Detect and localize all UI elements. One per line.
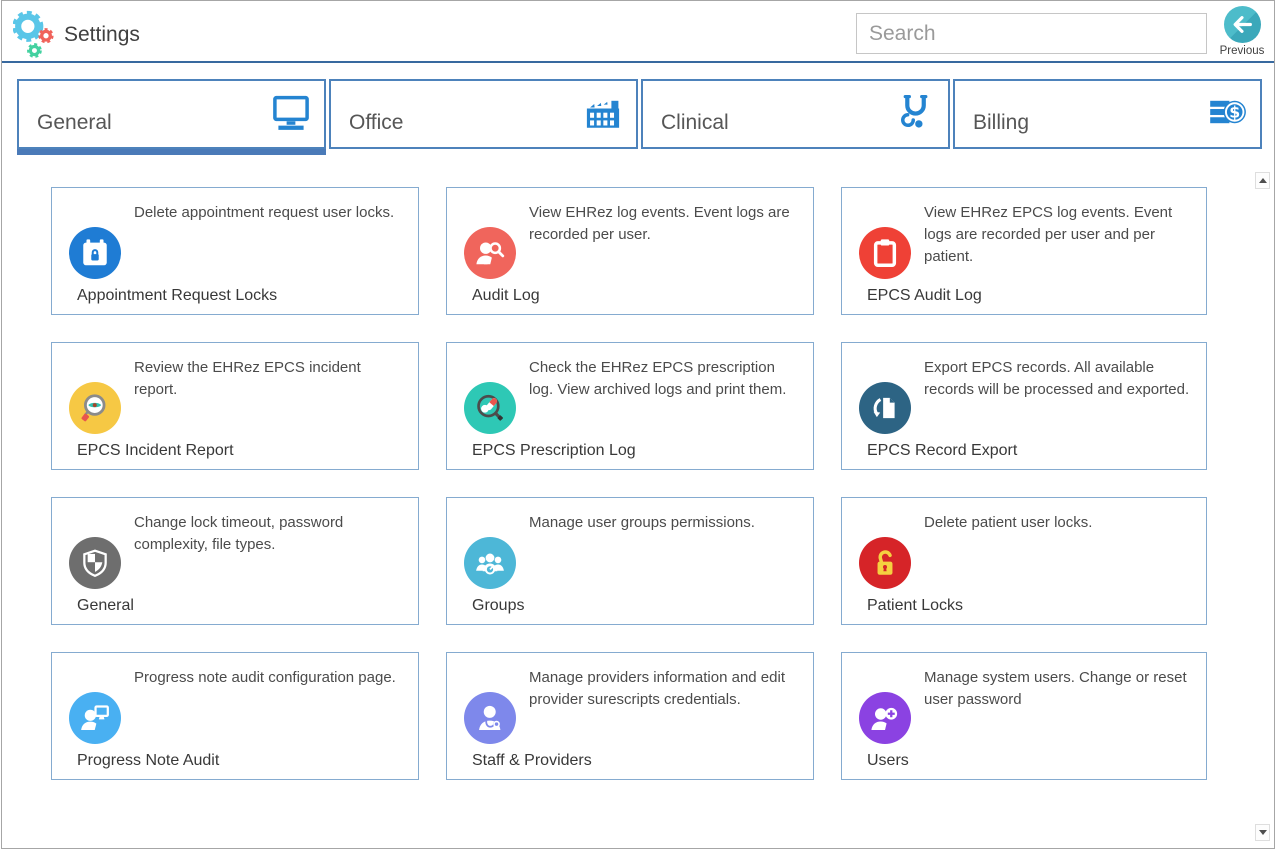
card-title: EPCS Prescription Log — [472, 442, 636, 459]
settings-card-staff-providers[interactable]: Manage providers information and edit pr… — [446, 652, 814, 780]
card-description: View EHRez EPCS log events. Event logs a… — [924, 204, 1173, 265]
settings-card-epcs-prescription-log[interactable]: Check the EHRez EPCS prescription log. V… — [446, 342, 814, 470]
user-group-icon — [464, 537, 516, 589]
magnifier-pills-icon — [464, 382, 516, 434]
settings-card-appointment-request-locks[interactable]: Delete appointment request user locks. A… — [51, 187, 419, 315]
card-description: View EHRez log events. Event logs are re… — [529, 204, 790, 243]
settings-card-area: Delete appointment request user locks. A… — [2, 159, 1274, 848]
billing-icon: $ — [1206, 91, 1248, 133]
settings-card-patient-locks[interactable]: Delete patient user locks. Patient Locks — [841, 497, 1207, 625]
vertical-scrollbar[interactable] — [1254, 166, 1271, 847]
previous-label: Previous — [1219, 45, 1265, 57]
tab-billing[interactable]: Billing $ — [953, 79, 1262, 149]
search-input[interactable] — [856, 13, 1207, 54]
header: Settings Previous — [2, 1, 1274, 63]
card-title: Patient Locks — [867, 597, 964, 614]
tab-label: Billing — [973, 111, 1030, 134]
gears-logo-icon — [12, 6, 57, 60]
doctor-icon — [464, 692, 516, 744]
settings-card-groups[interactable]: Manage user groups permissions. Groups — [446, 497, 814, 625]
card-title: General — [77, 597, 134, 614]
settings-card-epcs-incident-report[interactable]: Review the EHRez EPCS incident report. E… — [51, 342, 419, 470]
settings-card-epcs-audit-log[interactable]: View EHRez EPCS log events. Event logs a… — [841, 187, 1207, 315]
card-title: Staff & Providers — [472, 752, 592, 769]
card-description: Delete appointment request user locks. — [134, 204, 395, 221]
card-description: Review the EHRez EPCS incident report. — [134, 359, 361, 398]
tab-clinical[interactable]: Clinical — [641, 79, 950, 149]
user-add-icon — [859, 692, 911, 744]
card-description: Progress note audit configuration page. — [134, 669, 396, 686]
card-title: EPCS Audit Log — [867, 287, 982, 304]
arrow-left-icon — [1223, 6, 1261, 43]
magnifier-eye-icon — [69, 382, 121, 434]
card-title: EPCS Incident Report — [77, 442, 234, 459]
tab-bar: General Office Clinical Billing $ — [17, 79, 1262, 155]
settings-card-grid: Delete appointment request user locks. A… — [51, 187, 1207, 780]
card-title: Audit Log — [472, 287, 540, 304]
tab-office[interactable]: Office — [329, 79, 638, 149]
svg-text:$: $ — [1229, 103, 1240, 122]
document-export-icon — [859, 382, 911, 434]
card-description: Change lock timeout, password complexity… — [134, 514, 344, 553]
calendar-lock-icon — [69, 227, 121, 279]
card-description: Export EPCS records. All available recor… — [924, 359, 1190, 398]
card-title: EPCS Record Export — [867, 442, 1018, 459]
scroll-up-icon[interactable] — [1255, 172, 1270, 189]
user-monitor-icon — [69, 692, 121, 744]
shield-icon — [69, 537, 121, 589]
factory-icon — [582, 91, 624, 133]
settings-card-epcs-record-export[interactable]: Export EPCS records. All available recor… — [841, 342, 1207, 470]
card-title: Groups — [472, 597, 525, 614]
card-description: Manage providers information and edit pr… — [529, 669, 785, 708]
card-description: Check the EHRez EPCS prescription log. V… — [529, 359, 787, 398]
stethoscope-icon — [894, 91, 936, 133]
card-title: Appointment Request Locks — [77, 287, 278, 304]
card-description: Delete patient user locks. — [924, 514, 1093, 531]
settings-card-progress-note-audit[interactable]: Progress note audit configuration page. … — [51, 652, 419, 780]
monitor-icon — [270, 91, 312, 133]
card-description: Manage user groups permissions. — [529, 514, 755, 531]
tab-label: Clinical — [661, 111, 729, 134]
page-title: Settings — [64, 23, 140, 46]
padlock-icon — [859, 537, 911, 589]
user-search-icon — [464, 227, 516, 279]
settings-card-users[interactable]: Manage system users. Change or reset use… — [841, 652, 1207, 780]
tab-label: General — [37, 111, 112, 134]
clipboard-icon — [859, 227, 911, 279]
previous-button[interactable]: Previous — [1216, 6, 1268, 57]
tab-general[interactable]: General — [17, 79, 326, 155]
card-description: Manage system users. Change or reset use… — [924, 669, 1187, 708]
scroll-down-icon[interactable] — [1255, 824, 1270, 841]
card-title: Progress Note Audit — [77, 752, 220, 769]
settings-card-general[interactable]: Change lock timeout, password complexity… — [51, 497, 419, 625]
settings-card-audit-log[interactable]: View EHRez log events. Event logs are re… — [446, 187, 814, 315]
tab-label: Office — [349, 111, 404, 134]
card-title: Users — [867, 752, 909, 769]
